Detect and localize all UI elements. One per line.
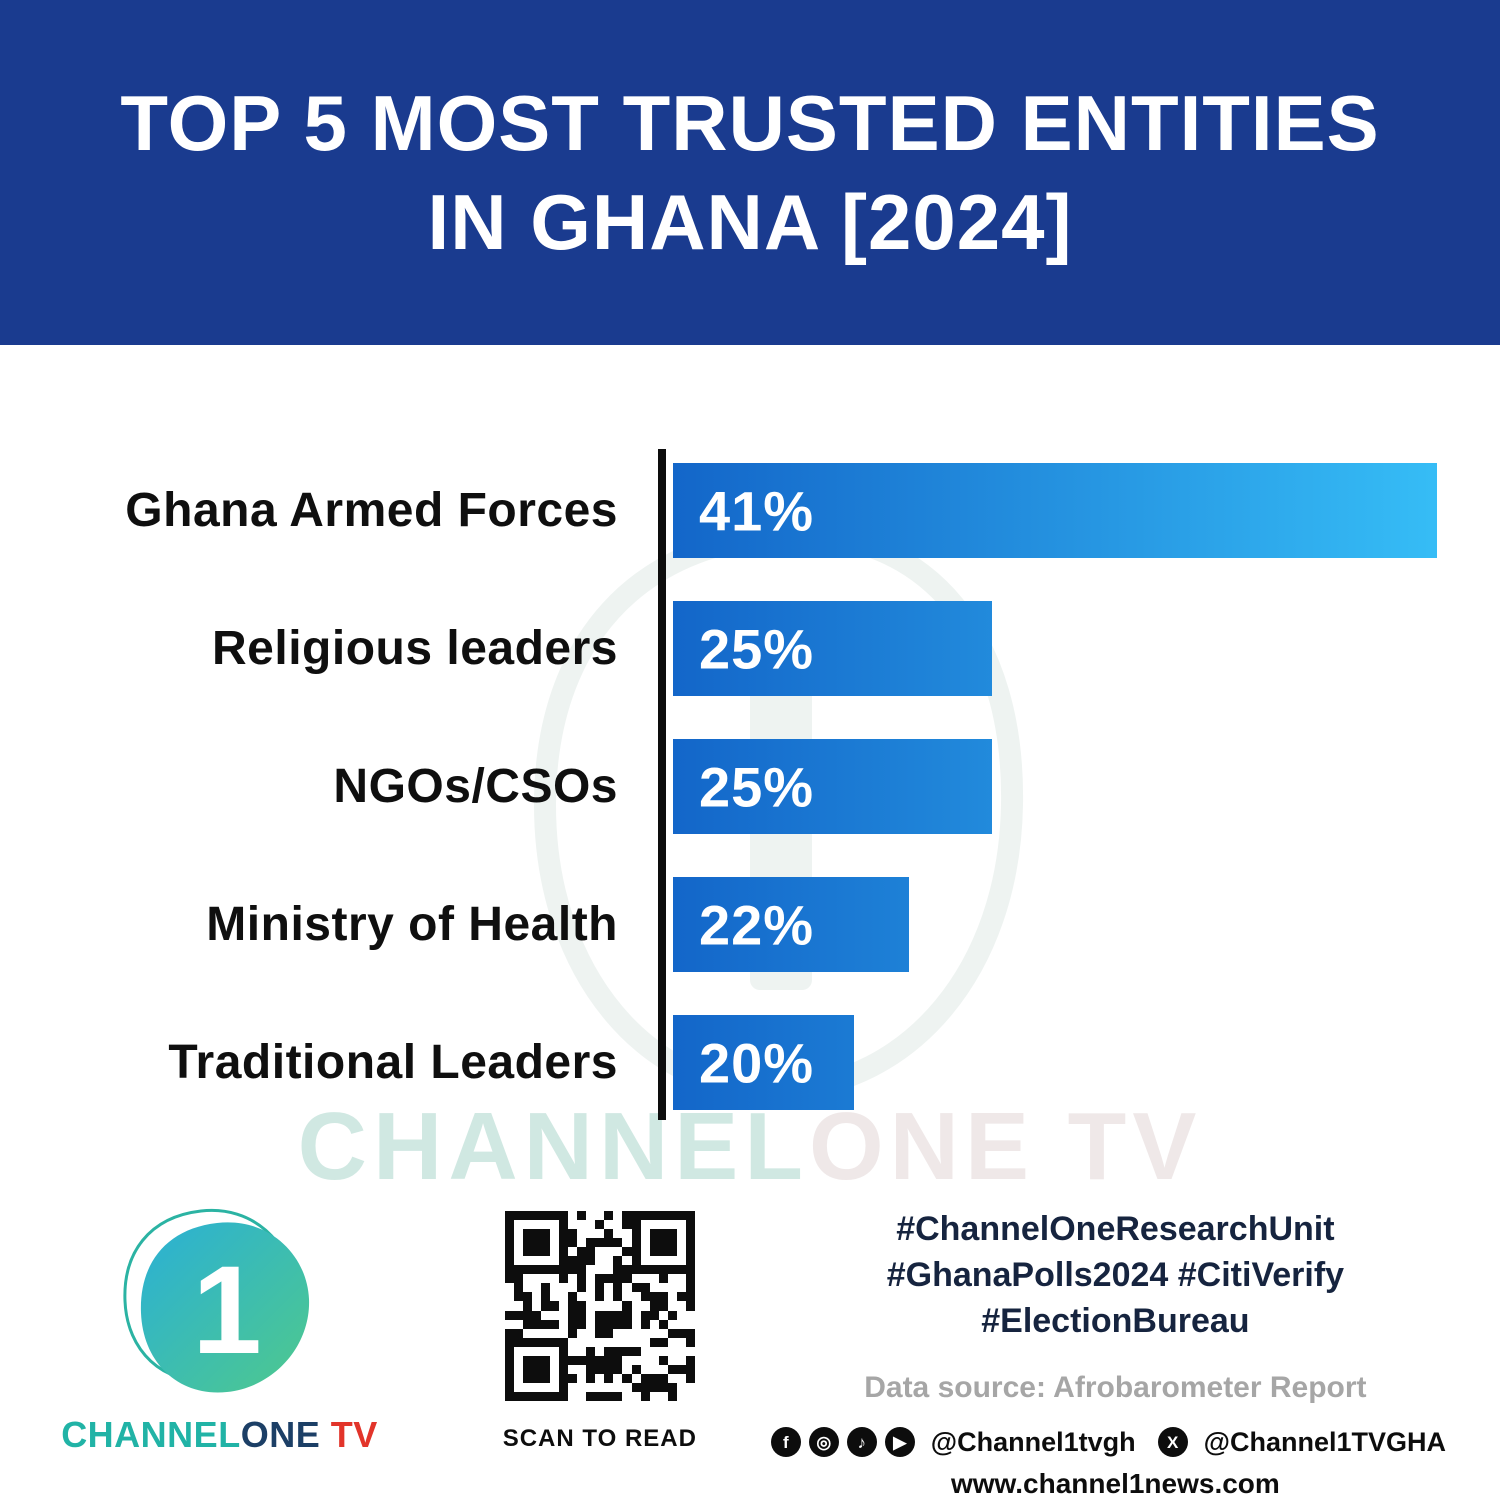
bar-row-ministry-of-health: Ministry of Health 22% <box>63 877 1437 972</box>
youtube-icon: ▶ <box>884 1427 915 1458</box>
bar: 22% <box>673 877 910 972</box>
bar: 25% <box>673 601 993 696</box>
bar-track: 25% <box>673 601 1437 696</box>
bar-track: 25% <box>673 739 1437 834</box>
header-banner: TOP 5 MOST TRUSTED ENTITIES IN GHANA [20… <box>0 0 1500 345</box>
bar-row-traditional-leaders: Traditional Leaders 20% <box>63 1015 1437 1110</box>
data-source: Data source: Afrobarometer Report <box>864 1370 1367 1404</box>
bar-track: 22% <box>673 877 1437 972</box>
bar-track: 41% <box>673 463 1437 558</box>
instagram-icon: ◎ <box>808 1427 839 1458</box>
bar-chart: Ghana Armed Forces 41% Religious leaders… <box>63 449 1437 1120</box>
social-handle-x: @Channel1TVGHA <box>1203 1426 1446 1457</box>
social-handle-main: @Channel1tvgh <box>930 1426 1136 1457</box>
hashtags-line3: #ElectionBureau <box>981 1301 1250 1340</box>
bar-label: NGOs/CSOs <box>333 760 618 813</box>
bar: 20% <box>673 1015 854 1110</box>
hashtags: #ChannelOneResearchUnit #GhanaPolls2024 … <box>887 1207 1344 1345</box>
brand-watermark-part2: ONE TV <box>808 1093 1203 1200</box>
bar-row-religious-leaders: Religious leaders 25% <box>63 601 1437 696</box>
bar-value-label: 20% <box>699 1031 815 1094</box>
bar-value-label: 22% <box>699 893 815 956</box>
footer-info-column: #ChannelOneResearchUnit #GhanaPolls2024 … <box>761 1195 1500 1499</box>
page-title: TOP 5 MOST TRUSTED ENTITIES IN GHANA [20… <box>120 79 1380 266</box>
facebook-icon: f <box>770 1427 801 1458</box>
brand-watermark-part1: CHANNEL <box>297 1093 809 1200</box>
qr-caption: SCAN TO READ <box>502 1425 697 1452</box>
bar-label: Ministry of Health <box>206 898 618 951</box>
brand-tv: TV <box>320 1414 378 1455</box>
brand-wordmark: CHANNELONE TV <box>61 1414 378 1456</box>
svg-text:1: 1 <box>193 1241 263 1380</box>
logo-column: 1 CHANNELONE TV <box>0 1195 439 1475</box>
tiktok-icon: ♪ <box>846 1427 877 1458</box>
qr-code <box>496 1203 703 1409</box>
hashtags-line1: #ChannelOneResearchUnit <box>896 1210 1335 1248</box>
social-row: f ◎ ♪ ▶ @Channel1tvgh X @Channel1TVGHA <box>770 1426 1460 1458</box>
bar-row-ngos-csos: NGOs/CSOs 25% <box>63 739 1437 834</box>
brand-watermark: CHANNELONE TV <box>0 1092 1500 1202</box>
bar: 25% <box>673 739 993 834</box>
bar-label: Religious leaders <box>212 622 618 675</box>
bar-label: Traditional Leaders <box>168 1036 618 1089</box>
bar-value-label: 41% <box>699 479 815 542</box>
x-icon: X <box>1157 1427 1188 1458</box>
bar-value-label: 25% <box>699 617 815 680</box>
brand-channel: CHANNEL <box>61 1414 241 1455</box>
bar-track: 20% <box>673 1015 1437 1110</box>
channel-one-logo-icon: 1 <box>123 1208 310 1393</box>
bar: 41% <box>673 463 1437 558</box>
qr-column: SCAN TO READ <box>439 1195 761 1475</box>
hashtags-line2: #GhanaPolls2024 #CitiVerify <box>886 1255 1345 1294</box>
bar-label: Ghana Armed Forces <box>125 484 618 537</box>
brand-one: ONE <box>240 1414 321 1455</box>
footer: 1 CHANNELONE TV SCAN TO READ #ChannelOne… <box>0 1195 1500 1499</box>
bar-row-ghana-armed-forces: Ghana Armed Forces 41% <box>63 463 1437 558</box>
bar-value-label: 25% <box>699 755 815 818</box>
website-url: www.channel1news.com <box>950 1467 1280 1499</box>
